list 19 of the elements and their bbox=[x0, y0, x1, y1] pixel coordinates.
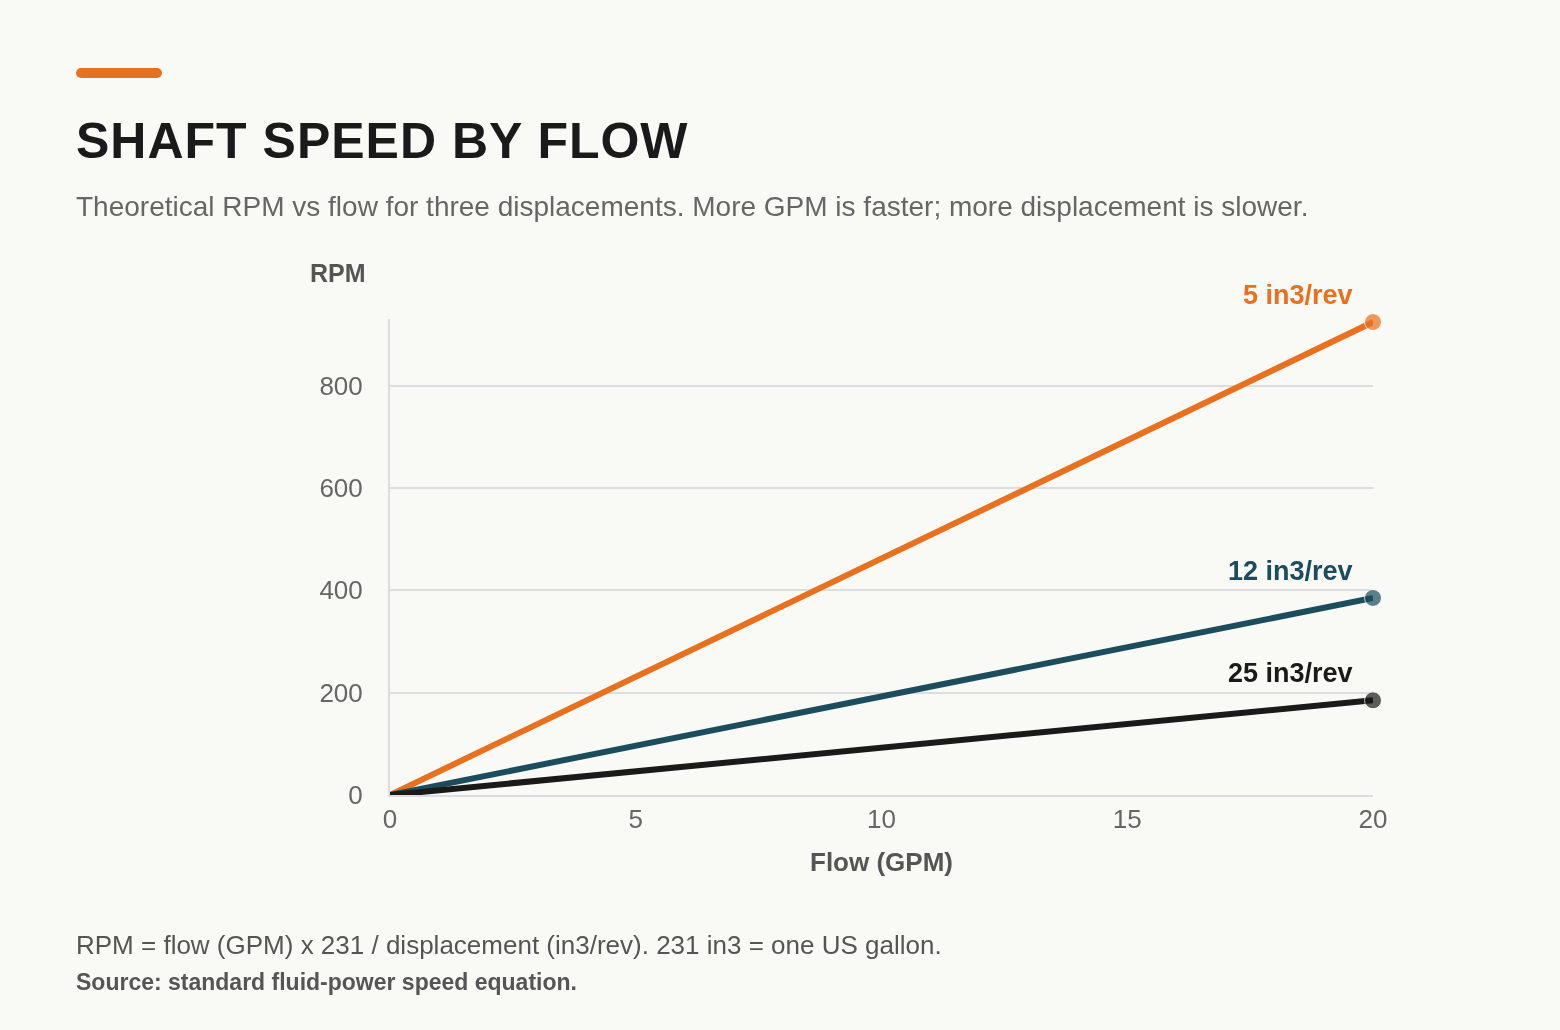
series-label: 25 in3/rev bbox=[1228, 658, 1353, 688]
chart-subtitle: Theoretical RPM vs flow for three displacements. More GPM is faster; more displacement is slower. bbox=[76, 191, 1309, 223]
y-tick-label: 400 bbox=[319, 575, 363, 606]
y-tick-label: 200 bbox=[319, 677, 363, 708]
x-tick-label: 20 bbox=[1358, 804, 1388, 835]
source-note: Source: standard fluid-power speed equation. bbox=[76, 969, 578, 996]
y-axis-title: RPM bbox=[310, 259, 366, 287]
text: RPM = flow (GPM) x 231 / displacement (in3/rev). 231 in3 = one US gallon. bbox=[76, 930, 942, 961]
x-tick-label: 10 bbox=[867, 804, 896, 835]
x-tick-label: 5 bbox=[628, 804, 643, 835]
x-axis-title: Flow (GPM) bbox=[810, 847, 953, 878]
y-tick-label: 800 bbox=[319, 370, 363, 401]
series-label: 5 in3/rev bbox=[1243, 280, 1353, 310]
x-tick-label: 15 bbox=[1112, 804, 1142, 835]
x-tick-label: 0 bbox=[382, 804, 398, 835]
chart-title: SHAFT SPEED BY FLOW bbox=[76, 112, 689, 170]
y-tick-label: 600 bbox=[319, 473, 363, 503]
y-tick-label: 0 bbox=[348, 780, 363, 811]
series-label: 12 in3/rev bbox=[1228, 556, 1353, 586]
